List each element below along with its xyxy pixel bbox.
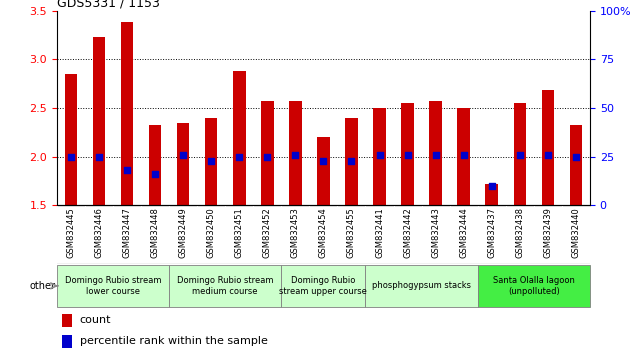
Text: GSM832441: GSM832441 bbox=[375, 207, 384, 258]
Text: GSM832439: GSM832439 bbox=[543, 207, 552, 258]
FancyBboxPatch shape bbox=[365, 265, 478, 307]
Bar bbox=[233, 71, 245, 205]
Point bbox=[178, 152, 188, 158]
Point bbox=[262, 154, 273, 159]
FancyBboxPatch shape bbox=[169, 265, 281, 307]
Bar bbox=[514, 103, 526, 205]
Point bbox=[346, 158, 357, 164]
Bar bbox=[485, 184, 498, 205]
Bar bbox=[177, 122, 189, 205]
Text: GSM832450: GSM832450 bbox=[206, 207, 216, 258]
Point bbox=[487, 183, 497, 189]
FancyBboxPatch shape bbox=[478, 265, 590, 307]
Text: GSM832446: GSM832446 bbox=[95, 207, 103, 258]
Text: GDS5331 / 1153: GDS5331 / 1153 bbox=[57, 0, 160, 10]
Point bbox=[319, 158, 329, 164]
Text: GSM832447: GSM832447 bbox=[122, 207, 131, 258]
Bar bbox=[62, 314, 72, 327]
Text: GSM832453: GSM832453 bbox=[291, 207, 300, 258]
Bar bbox=[149, 126, 162, 205]
Text: percentile rank within the sample: percentile rank within the sample bbox=[80, 336, 268, 346]
Bar bbox=[261, 101, 274, 205]
Point bbox=[430, 152, 440, 158]
Bar bbox=[289, 101, 302, 205]
Text: Santa Olalla lagoon
(unpolluted): Santa Olalla lagoon (unpolluted) bbox=[493, 276, 575, 296]
Point bbox=[543, 152, 553, 158]
Point bbox=[403, 152, 413, 158]
Text: GSM832444: GSM832444 bbox=[459, 207, 468, 258]
Point bbox=[206, 158, 216, 164]
Text: Domingo Rubio
stream upper course: Domingo Rubio stream upper course bbox=[280, 276, 367, 296]
Bar bbox=[205, 118, 218, 205]
Text: Domingo Rubio stream
medium course: Domingo Rubio stream medium course bbox=[177, 276, 273, 296]
Bar bbox=[93, 37, 105, 205]
Point bbox=[66, 154, 76, 159]
Point bbox=[290, 152, 300, 158]
Point bbox=[150, 171, 160, 177]
Text: GSM832437: GSM832437 bbox=[487, 207, 496, 258]
Bar bbox=[62, 335, 72, 348]
Bar bbox=[429, 101, 442, 205]
Text: other: other bbox=[30, 281, 56, 291]
Text: GSM832445: GSM832445 bbox=[66, 207, 75, 258]
Text: GSM832440: GSM832440 bbox=[572, 207, 581, 258]
Point bbox=[571, 154, 581, 159]
Text: GSM832455: GSM832455 bbox=[347, 207, 356, 258]
Point bbox=[122, 167, 132, 173]
Text: GSM832452: GSM832452 bbox=[262, 207, 272, 258]
Text: Domingo Rubio stream
lower course: Domingo Rubio stream lower course bbox=[64, 276, 161, 296]
Text: GSM832454: GSM832454 bbox=[319, 207, 328, 258]
Point bbox=[459, 152, 469, 158]
Text: GSM832449: GSM832449 bbox=[179, 207, 187, 258]
Text: GSM832451: GSM832451 bbox=[235, 207, 244, 258]
FancyBboxPatch shape bbox=[57, 265, 169, 307]
Bar bbox=[121, 22, 133, 205]
Point bbox=[374, 152, 384, 158]
Text: GSM832438: GSM832438 bbox=[516, 207, 524, 258]
Text: phosphogypsum stacks: phosphogypsum stacks bbox=[372, 281, 471, 290]
Text: GSM832442: GSM832442 bbox=[403, 207, 412, 258]
Point bbox=[94, 154, 104, 159]
Text: GSM832448: GSM832448 bbox=[151, 207, 160, 258]
Text: count: count bbox=[80, 315, 111, 325]
FancyBboxPatch shape bbox=[281, 265, 365, 307]
Bar bbox=[373, 108, 386, 205]
Bar bbox=[570, 125, 582, 205]
Bar bbox=[317, 137, 330, 205]
Bar bbox=[457, 108, 470, 205]
Bar bbox=[541, 91, 554, 205]
Bar bbox=[401, 103, 414, 205]
Bar bbox=[345, 118, 358, 205]
Text: GSM832443: GSM832443 bbox=[431, 207, 440, 258]
Point bbox=[515, 152, 525, 158]
Bar bbox=[64, 74, 77, 205]
Point bbox=[234, 154, 244, 159]
